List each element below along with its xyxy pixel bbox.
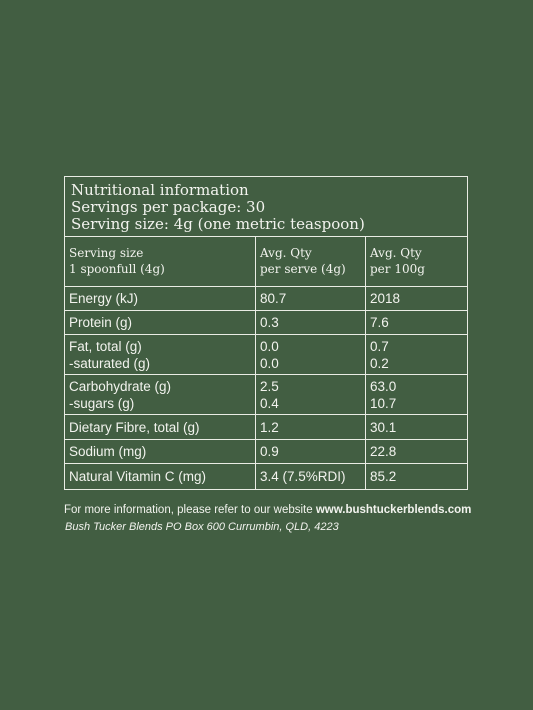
header-serving-size: Serving size 1 spoonfull (4g) xyxy=(65,236,255,286)
footer-info: For more information, please refer to ou… xyxy=(64,504,471,516)
panel-title: Nutritional information xyxy=(71,181,249,199)
nutrient-label: Energy (kJ) xyxy=(69,291,139,306)
per-100g-cell: 63.0 10.7 xyxy=(365,375,469,414)
per-serve-value: 0.3 xyxy=(260,315,279,330)
per-100g-value: 0.7 xyxy=(370,338,389,354)
per-serve-cell: 0.9 xyxy=(255,440,365,463)
table-row-energy: Energy (kJ) 80.7 2018 xyxy=(65,286,467,310)
nutrient-label: Sodium (mg) xyxy=(69,444,147,459)
serving-size: Serving size: 4g (one metric teaspoon) xyxy=(71,215,365,233)
per-serve-cell: 3.4 (7.5%RDI) xyxy=(255,464,365,489)
header-text: Avg. Qty xyxy=(260,246,312,260)
table-row-dietary-fibre: Dietary Fibre, total (g) 1.2 30.1 xyxy=(65,414,467,439)
nutrient-label: Natural Vitamin C (mg) xyxy=(69,469,207,484)
per-100g-cell: 7.6 xyxy=(365,311,469,334)
per-serve-value: 2.5 xyxy=(260,378,279,394)
per-serve-value: 80.7 xyxy=(260,291,287,306)
nutrient-cell: Energy (kJ) xyxy=(65,287,255,310)
nutrient-cell: Sodium (mg) xyxy=(65,440,255,463)
per-serve-value: 3.4 (7.5%RDI) xyxy=(260,469,346,484)
table-row-vitamin-c: Natural Vitamin C (mg) 3.4 (7.5%RDI) 85.… xyxy=(65,463,467,489)
nutrient-cell: Carbohydrate (g) -sugars (g) xyxy=(65,375,255,414)
header-per-serve: Avg. Qty per serve (4g) xyxy=(255,236,365,286)
per-serve-cell: 80.7 xyxy=(255,287,365,310)
per-serve-cell: 0.3 xyxy=(255,311,365,334)
website-link[interactable]: www.bushtuckerblends.com xyxy=(315,504,472,516)
footer-address: Bush Tucker Blends PO Box 600 Currumbin,… xyxy=(65,521,339,533)
per-serve-cell: 1.2 xyxy=(255,415,365,439)
per-serve-sub-value: 0.4 xyxy=(260,395,279,411)
nutrient-label: Carbohydrate (g) xyxy=(69,378,172,394)
per-100g-cell: 0.7 0.2 xyxy=(365,335,469,374)
header-text: 1 spoonfull (4g) xyxy=(69,262,165,276)
per-serve-sub-value: 0.0 xyxy=(260,355,279,371)
per-100g-value: 22.8 xyxy=(370,444,397,459)
header-text: Avg. Qty xyxy=(370,246,422,260)
per-100g-cell: 2018 xyxy=(365,287,469,310)
nutrient-label: Dietary Fibre, total (g) xyxy=(69,419,200,435)
per-serve-value: 0.9 xyxy=(260,444,279,459)
header-text: Serving size xyxy=(69,246,144,260)
per-100g-sub-value: 0.2 xyxy=(370,355,389,371)
nutrient-sub-label: -sugars (g) xyxy=(69,395,135,411)
table-header-row: Serving size 1 spoonfull (4g) Avg. Qty p… xyxy=(65,236,467,286)
nutrient-label: Fat, total (g) xyxy=(69,338,142,354)
table-row-sodium: Sodium (mg) 0.9 22.8 xyxy=(65,439,467,463)
nutrient-label: Protein (g) xyxy=(69,315,133,330)
per-serve-value: 1.2 xyxy=(260,419,279,435)
per-100g-value: 63.0 xyxy=(370,378,397,394)
table-row-carbohydrate: Carbohydrate (g) -sugars (g) 2.5 0.4 63.… xyxy=(65,374,467,414)
nutrient-sub-label: -saturated (g) xyxy=(69,355,151,371)
nutrient-cell: Fat, total (g) -saturated (g) xyxy=(65,335,255,374)
per-serve-value: 0.0 xyxy=(260,338,279,354)
per-100g-sub-value: 10.7 xyxy=(370,395,397,411)
header-text: per serve (4g) xyxy=(260,262,346,276)
per-serve-cell: 2.5 0.4 xyxy=(255,375,365,414)
per-serve-cell: 0.0 0.0 xyxy=(255,335,365,374)
header-text: per 100g xyxy=(370,262,425,276)
per-100g-cell: 30.1 xyxy=(365,415,469,439)
header-per-100g: Avg. Qty per 100g xyxy=(365,236,469,286)
per-100g-value: 7.6 xyxy=(370,315,389,330)
per-100g-value: 30.1 xyxy=(370,419,397,435)
per-100g-value: 2018 xyxy=(370,291,401,306)
nutrient-cell: Dietary Fibre, total (g) xyxy=(65,415,255,439)
servings-per-package: Servings per package: 30 xyxy=(71,198,266,216)
footer-info-text: For more information, please refer to ou… xyxy=(64,504,316,516)
nutrient-cell: Natural Vitamin C (mg) xyxy=(65,464,255,489)
nutrient-cell: Protein (g) xyxy=(65,311,255,334)
table-row-protein: Protein (g) 0.3 7.6 xyxy=(65,310,467,334)
table-row-fat: Fat, total (g) -saturated (g) 0.0 0.0 0.… xyxy=(65,334,467,374)
per-100g-cell: 85.2 xyxy=(365,464,469,489)
nutrition-title-block: Nutritional information Servings per pac… xyxy=(65,177,467,237)
per-100g-cell: 22.8 xyxy=(365,440,469,463)
nutrition-panel: Nutritional information Servings per pac… xyxy=(64,176,468,490)
per-100g-value: 85.2 xyxy=(370,469,397,484)
